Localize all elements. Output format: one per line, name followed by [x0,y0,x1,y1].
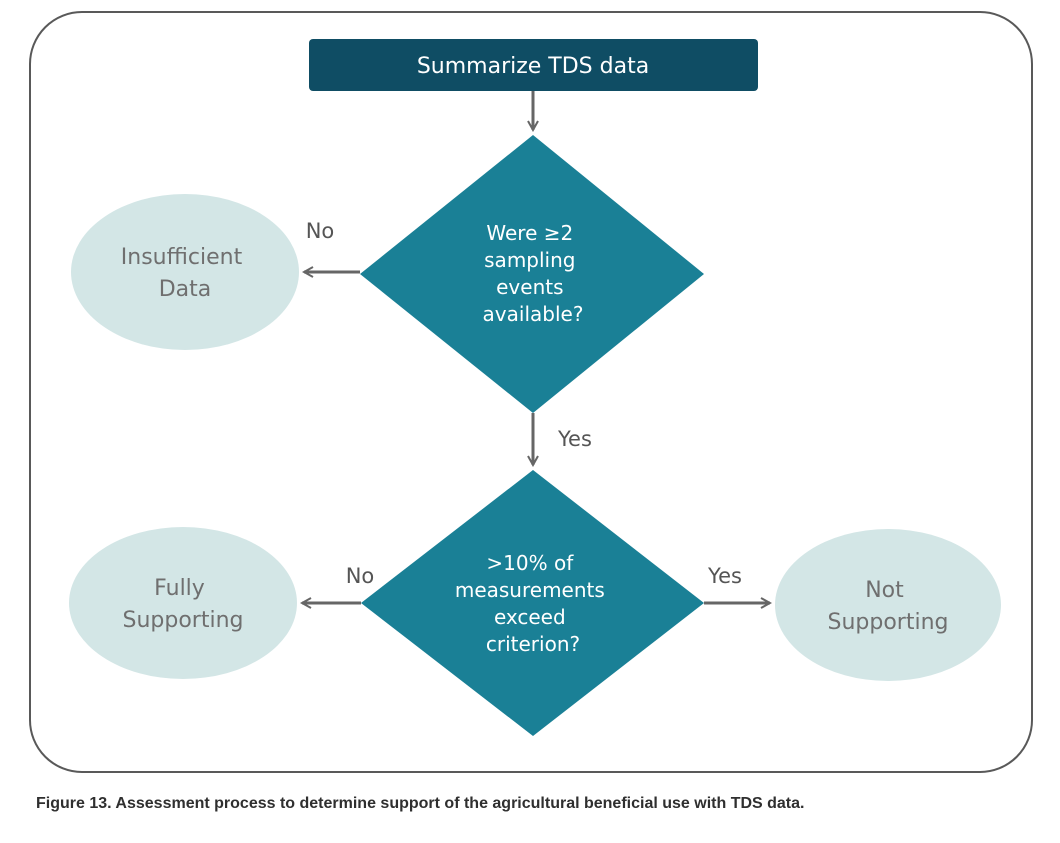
outcome-not-supporting: Not Supporting [775,529,1001,681]
edge-label-decision2-no: No [346,564,375,588]
outcome-label-line: Fully [154,576,205,601]
start-node: Summarize TDS data [309,39,758,91]
outcome-label-line: Supporting [123,608,244,633]
edge-label-decision1-yes: Yes [557,427,592,451]
decision1-line: available? [483,302,584,326]
decision1-line: Were ≥2 [486,221,573,245]
outcome-label-line: Data [159,277,212,302]
decision2-line: criterion? [486,632,580,656]
outcome-label-line: Not [865,578,904,603]
decision-sampling-events: Were ≥2 sampling events available? [360,135,704,413]
edge-label-decision2-yes: Yes [707,564,742,588]
outcome-insufficient-text: Insufficient Data [121,245,249,302]
decision1-line: sampling [484,248,575,272]
figure-caption: Figure 13. Assessment process to determi… [36,795,805,812]
decision1-text: Were ≥2 sampling events available? [483,221,584,326]
decision2-line: measurements [455,578,605,602]
start-node-label: Summarize TDS data [417,54,649,79]
decision2-line: >10% of [486,551,574,575]
outcome-insufficient-data: Insufficient Data [71,194,299,350]
decision2-line: exceed [494,605,566,629]
outcome-label-line: Insufficient [121,245,243,270]
decision1-line: events [496,275,563,299]
outcome-not-text: Not Supporting [828,578,949,635]
decision-measurements-exceed: >10% of measurements exceed criterion? [361,470,704,736]
flowchart: Summarize TDS data Were ≥2 sampling even… [29,11,1033,773]
outcome-fully-text: Fully Supporting [123,576,244,633]
decision2-text: >10% of measurements exceed criterion? [455,551,611,656]
outcome-label-line: Supporting [828,610,949,635]
outcome-fully-supporting: Fully Supporting [69,527,297,679]
edge-label-decision1-no: No [306,219,335,243]
